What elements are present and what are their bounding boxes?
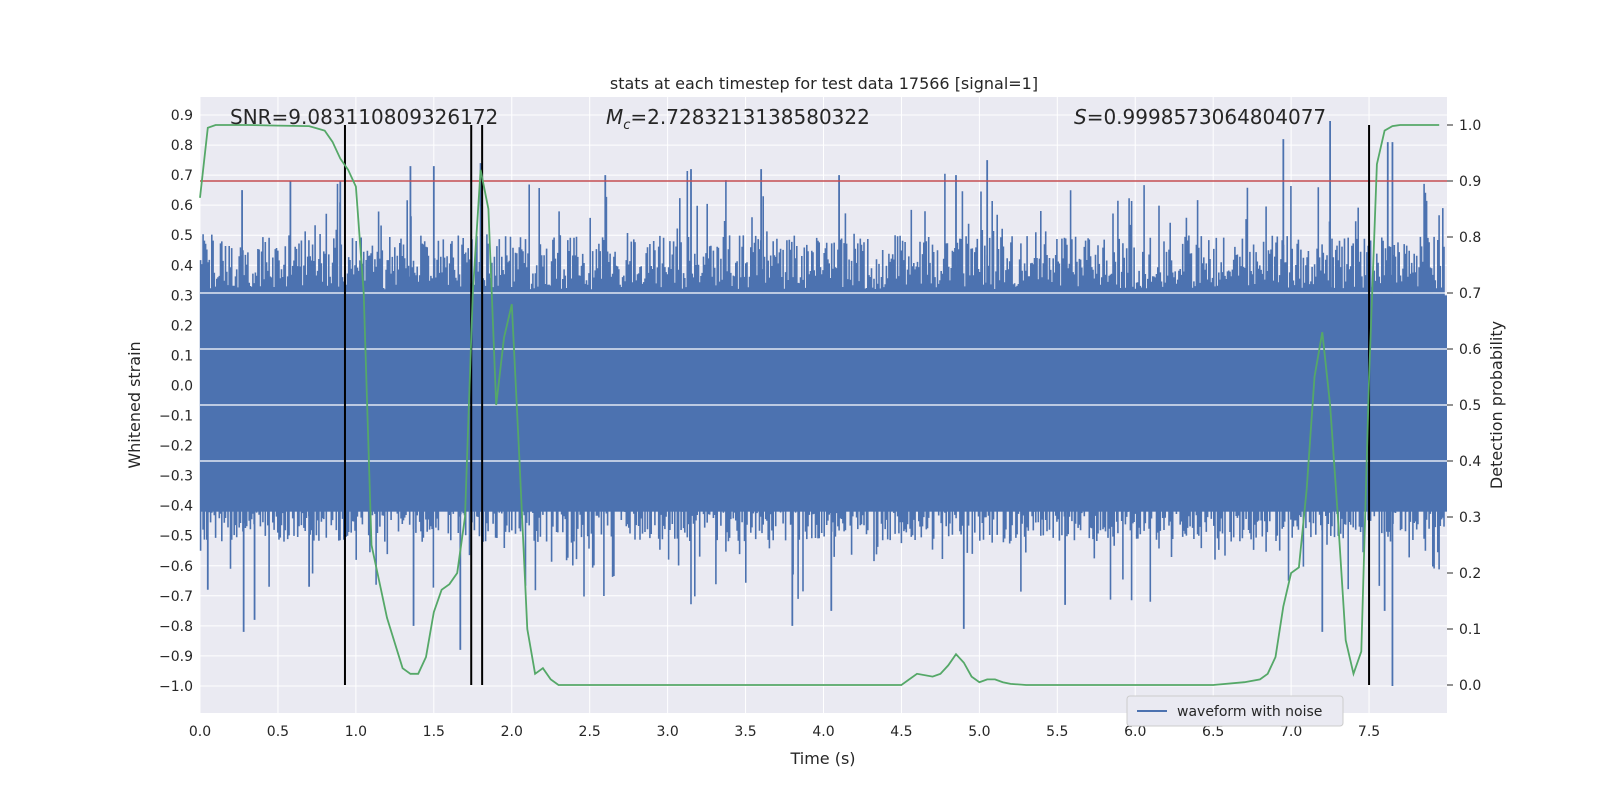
y-right-tick-label: 0.4 <box>1459 454 1481 470</box>
y-left-tick-label: −0.9 <box>159 649 193 665</box>
x-tick-label: 6.0 <box>1124 724 1146 740</box>
x-tick-label: 3.0 <box>656 724 678 740</box>
y-left-tick-label: 0.1 <box>171 348 193 364</box>
y-left-tick-label: −0.1 <box>159 409 193 425</box>
legend-entry: waveform with noise <box>1177 704 1322 720</box>
y-right-tick-label: 0.5 <box>1459 398 1481 414</box>
y-right-tick-label: 0.3 <box>1459 510 1481 526</box>
y-right-tick-label: 1.0 <box>1459 118 1481 134</box>
y-left-tick-label: 0.9 <box>171 108 193 124</box>
y-right-tick-label: 0.6 <box>1459 342 1481 358</box>
y-left-tick-label: −0.4 <box>159 499 193 515</box>
s-value: =0.9998573064804077 <box>1087 105 1326 129</box>
x-tick-label: 1.5 <box>423 724 445 740</box>
y-left-tick-label: 0.7 <box>171 168 193 184</box>
y-left-tick-label: −0.5 <box>159 529 193 545</box>
waveform-series <box>199 121 1447 686</box>
y-right-axis-ticks: 1.0 0.9 0.8 0.7 0.6 0.5 0.4 0.3 0.2 0.1 0.0 <box>1447 118 1481 694</box>
x-tick-label: 0.5 <box>267 724 289 740</box>
x-tick-label: 6.5 <box>1202 724 1224 740</box>
x-axis-ticks: 0.0 0.5 1.0 1.5 2.0 2.5 3.0 3.5 4.0 4.5 5.0 5.5 6.0 6… <box>189 724 1380 740</box>
y-right-tick-label: 0.8 <box>1459 230 1481 246</box>
y-left-tick-label: 0.0 <box>171 378 193 394</box>
y-left-tick-label: 0.8 <box>171 138 193 154</box>
y-left-tick-label: 0.4 <box>171 258 193 274</box>
chart-title: stats at each timestep for test data 175… <box>610 74 1038 93</box>
x-tick-label: 2.0 <box>501 724 523 740</box>
mc-value: =2.7283213138580322 <box>630 105 869 129</box>
y-right-tick-label: 0.2 <box>1459 566 1481 582</box>
y-left-tick-label: 0.6 <box>171 198 193 214</box>
mc-symbol: M <box>606 105 623 129</box>
waveform-core <box>200 295 1447 512</box>
snr-annotation: SNR=9.083110809326172 <box>230 105 498 129</box>
x-tick-label: 4.5 <box>890 724 912 740</box>
y-right-tick-label: 0.0 <box>1459 678 1481 694</box>
mc-subscript: c <box>623 118 630 133</box>
x-tick-label: 4.0 <box>812 724 834 740</box>
y-right-axis-label: Detection probability <box>1487 321 1506 489</box>
x-tick-label: 2.5 <box>579 724 601 740</box>
legend: waveform with noise <box>1126 695 1344 727</box>
y-right-tick-label: 0.7 <box>1459 286 1481 302</box>
x-tick-label: 0.0 <box>189 724 211 740</box>
y-left-tick-label: −0.6 <box>159 559 193 575</box>
y-left-tick-label: 0.2 <box>171 318 193 334</box>
y-right-tick-label: 0.9 <box>1459 174 1481 190</box>
x-tick-label: 7.5 <box>1358 724 1380 740</box>
y-left-axis-ticks: 0.9 0.8 0.7 0.6 0.5 0.4 0.3 0.2 0.1 0.0 −0.1 −0.2 −0… <box>159 108 193 695</box>
s-symbol: S <box>1074 105 1087 129</box>
probability-line <box>199 124 1440 686</box>
x-tick-label: 3.5 <box>734 724 756 740</box>
x-tick-label: 5.5 <box>1046 724 1068 740</box>
probability-series <box>199 124 1440 686</box>
x-tick-label: 5.0 <box>968 724 990 740</box>
x-axis-label: Time (s) <box>789 749 855 768</box>
x-tick-label: 7.0 <box>1280 724 1302 740</box>
y-left-tick-label: −0.8 <box>159 619 193 635</box>
y-left-tick-label: −0.2 <box>159 439 193 455</box>
y-left-tick-label: 0.3 <box>171 288 193 304</box>
y-right-tick-label: 0.1 <box>1459 622 1481 638</box>
y-left-tick-label: −0.3 <box>159 469 193 485</box>
mc-annotation: Mc=2.7283213138580322 <box>606 105 870 133</box>
y-left-axis-label: Whitened strain <box>125 341 144 468</box>
y-left-tick-label: −1.0 <box>159 679 193 695</box>
y-left-tick-label: −0.7 <box>159 589 193 605</box>
y-left-tick-label: 0.5 <box>171 228 193 244</box>
s-annotation: S=0.9998573064804077 <box>1074 105 1326 129</box>
legend-box <box>1126 695 1344 727</box>
x-tick-label: 1.0 <box>345 724 367 740</box>
